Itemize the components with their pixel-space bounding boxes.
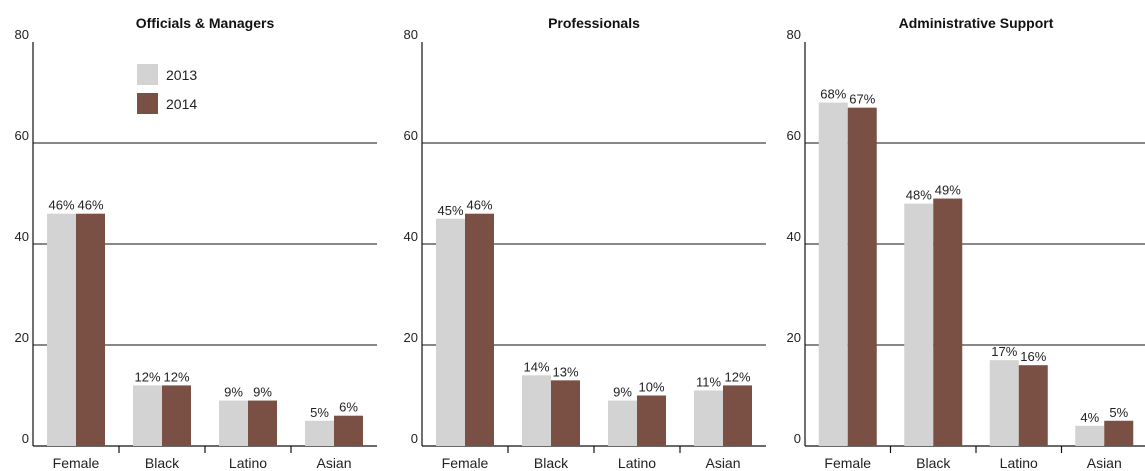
legend-swatch [137, 93, 158, 114]
chart-title: Administrative Support [899, 15, 1054, 31]
legend: 2013 2014 [137, 64, 197, 114]
legend-label: 2013 [166, 67, 197, 83]
data-label: 10% [638, 380, 664, 395]
data-label: 46% [466, 198, 492, 213]
data-label: 13% [552, 364, 578, 379]
y-tick-label: 40 [787, 229, 801, 244]
y-tick-label: 40 [404, 229, 418, 244]
y-tick-label: 60 [787, 128, 801, 143]
chart-panel-1: Officials & Managers 0 20 40 60 80 Female 46% 46… [15, 15, 377, 471]
bar-2013-asian [694, 390, 723, 446]
bar-2013-black [522, 375, 551, 446]
bar-2014-asian [723, 385, 752, 446]
x-tick-label: Female [442, 455, 489, 471]
bar-2013-female [818, 102, 848, 446]
x-tick-label: Asian [1087, 455, 1122, 471]
data-label: 9% [253, 385, 272, 400]
bar-2014-black [933, 198, 963, 446]
data-label: 12% [134, 369, 160, 384]
x-tick-label: Latino [229, 455, 267, 471]
bar-2013-latino [608, 400, 637, 446]
bar-2013-female [436, 218, 465, 446]
y-tick-label: 60 [15, 128, 29, 143]
bar-2014-female [76, 213, 105, 446]
y-tick-label: 40 [15, 229, 29, 244]
bar-2014-black [551, 380, 580, 446]
data-label: 9% [224, 385, 243, 400]
x-tick-label: Black [916, 455, 951, 471]
data-label: 12% [724, 369, 750, 384]
legend-label: 2014 [166, 96, 197, 112]
bar-2014-latino [248, 400, 277, 446]
x-tick-label: Female [53, 455, 100, 471]
bar-2013-asian [305, 420, 334, 446]
bar-2013-black [133, 385, 162, 446]
y-tick-label: 20 [404, 330, 418, 345]
chart-title: Officials & Managers [136, 15, 275, 31]
data-label: 14% [523, 359, 549, 374]
y-tick-label: 20 [15, 330, 29, 345]
data-label: 11% [696, 374, 721, 389]
data-label: 5% [310, 405, 329, 420]
x-tick-label: Latino [1000, 455, 1038, 471]
x-tick-label: Asian [705, 455, 740, 471]
data-label: 48% [906, 188, 932, 203]
y-tick-label: 0 [22, 431, 29, 446]
data-label: 67% [849, 92, 875, 107]
bar-2013-latino [989, 360, 1019, 446]
data-label: 12% [163, 369, 189, 384]
y-tick-label: 20 [787, 330, 801, 345]
bar-2014-black [162, 385, 191, 446]
data-label: 6% [339, 400, 358, 415]
bar-2014-asian [1104, 420, 1134, 446]
x-tick-label: Black [534, 455, 569, 471]
x-tick-label: Female [824, 455, 871, 471]
data-label: 46% [48, 198, 74, 213]
data-label: 4% [1080, 410, 1099, 425]
data-label: 5% [1109, 405, 1128, 420]
bar-2014-latino [1018, 365, 1048, 446]
chart-panel-3: Administrative Support 0 20 40 60 80 Female 68%… [787, 15, 1145, 471]
bar-2014-latino [637, 395, 666, 446]
data-label: 68% [820, 87, 846, 102]
data-label: 9% [613, 385, 632, 400]
y-tick-label: 0 [794, 431, 801, 446]
bar-2013-latino [219, 400, 248, 446]
bar-2014-female [465, 213, 494, 446]
y-tick-label: 80 [787, 27, 801, 42]
data-label: 17% [991, 344, 1017, 359]
y-tick-label: 80 [15, 27, 29, 42]
data-label: 46% [77, 198, 103, 213]
bar-2013-female [47, 213, 76, 446]
x-tick-label: Latino [618, 455, 656, 471]
bar-2014-asian [334, 415, 363, 446]
y-tick-label: 80 [404, 27, 418, 42]
x-tick-label: Black [145, 455, 180, 471]
bar-2013-black [904, 203, 934, 446]
bar-2014-female [847, 107, 877, 447]
y-tick-label: 0 [411, 431, 418, 446]
chart-title: Professionals [548, 15, 640, 31]
data-label: 16% [1020, 349, 1046, 364]
chart-panel-2: Professionals 0 20 40 60 80 Female 45% 46% Black 1… [404, 15, 766, 471]
legend-swatch [137, 64, 158, 85]
data-label: 45% [437, 203, 463, 218]
y-tick-label: 60 [404, 128, 418, 143]
data-label: 49% [935, 183, 961, 198]
bar-2013-asian [1075, 425, 1105, 446]
x-tick-label: Asian [316, 455, 351, 471]
